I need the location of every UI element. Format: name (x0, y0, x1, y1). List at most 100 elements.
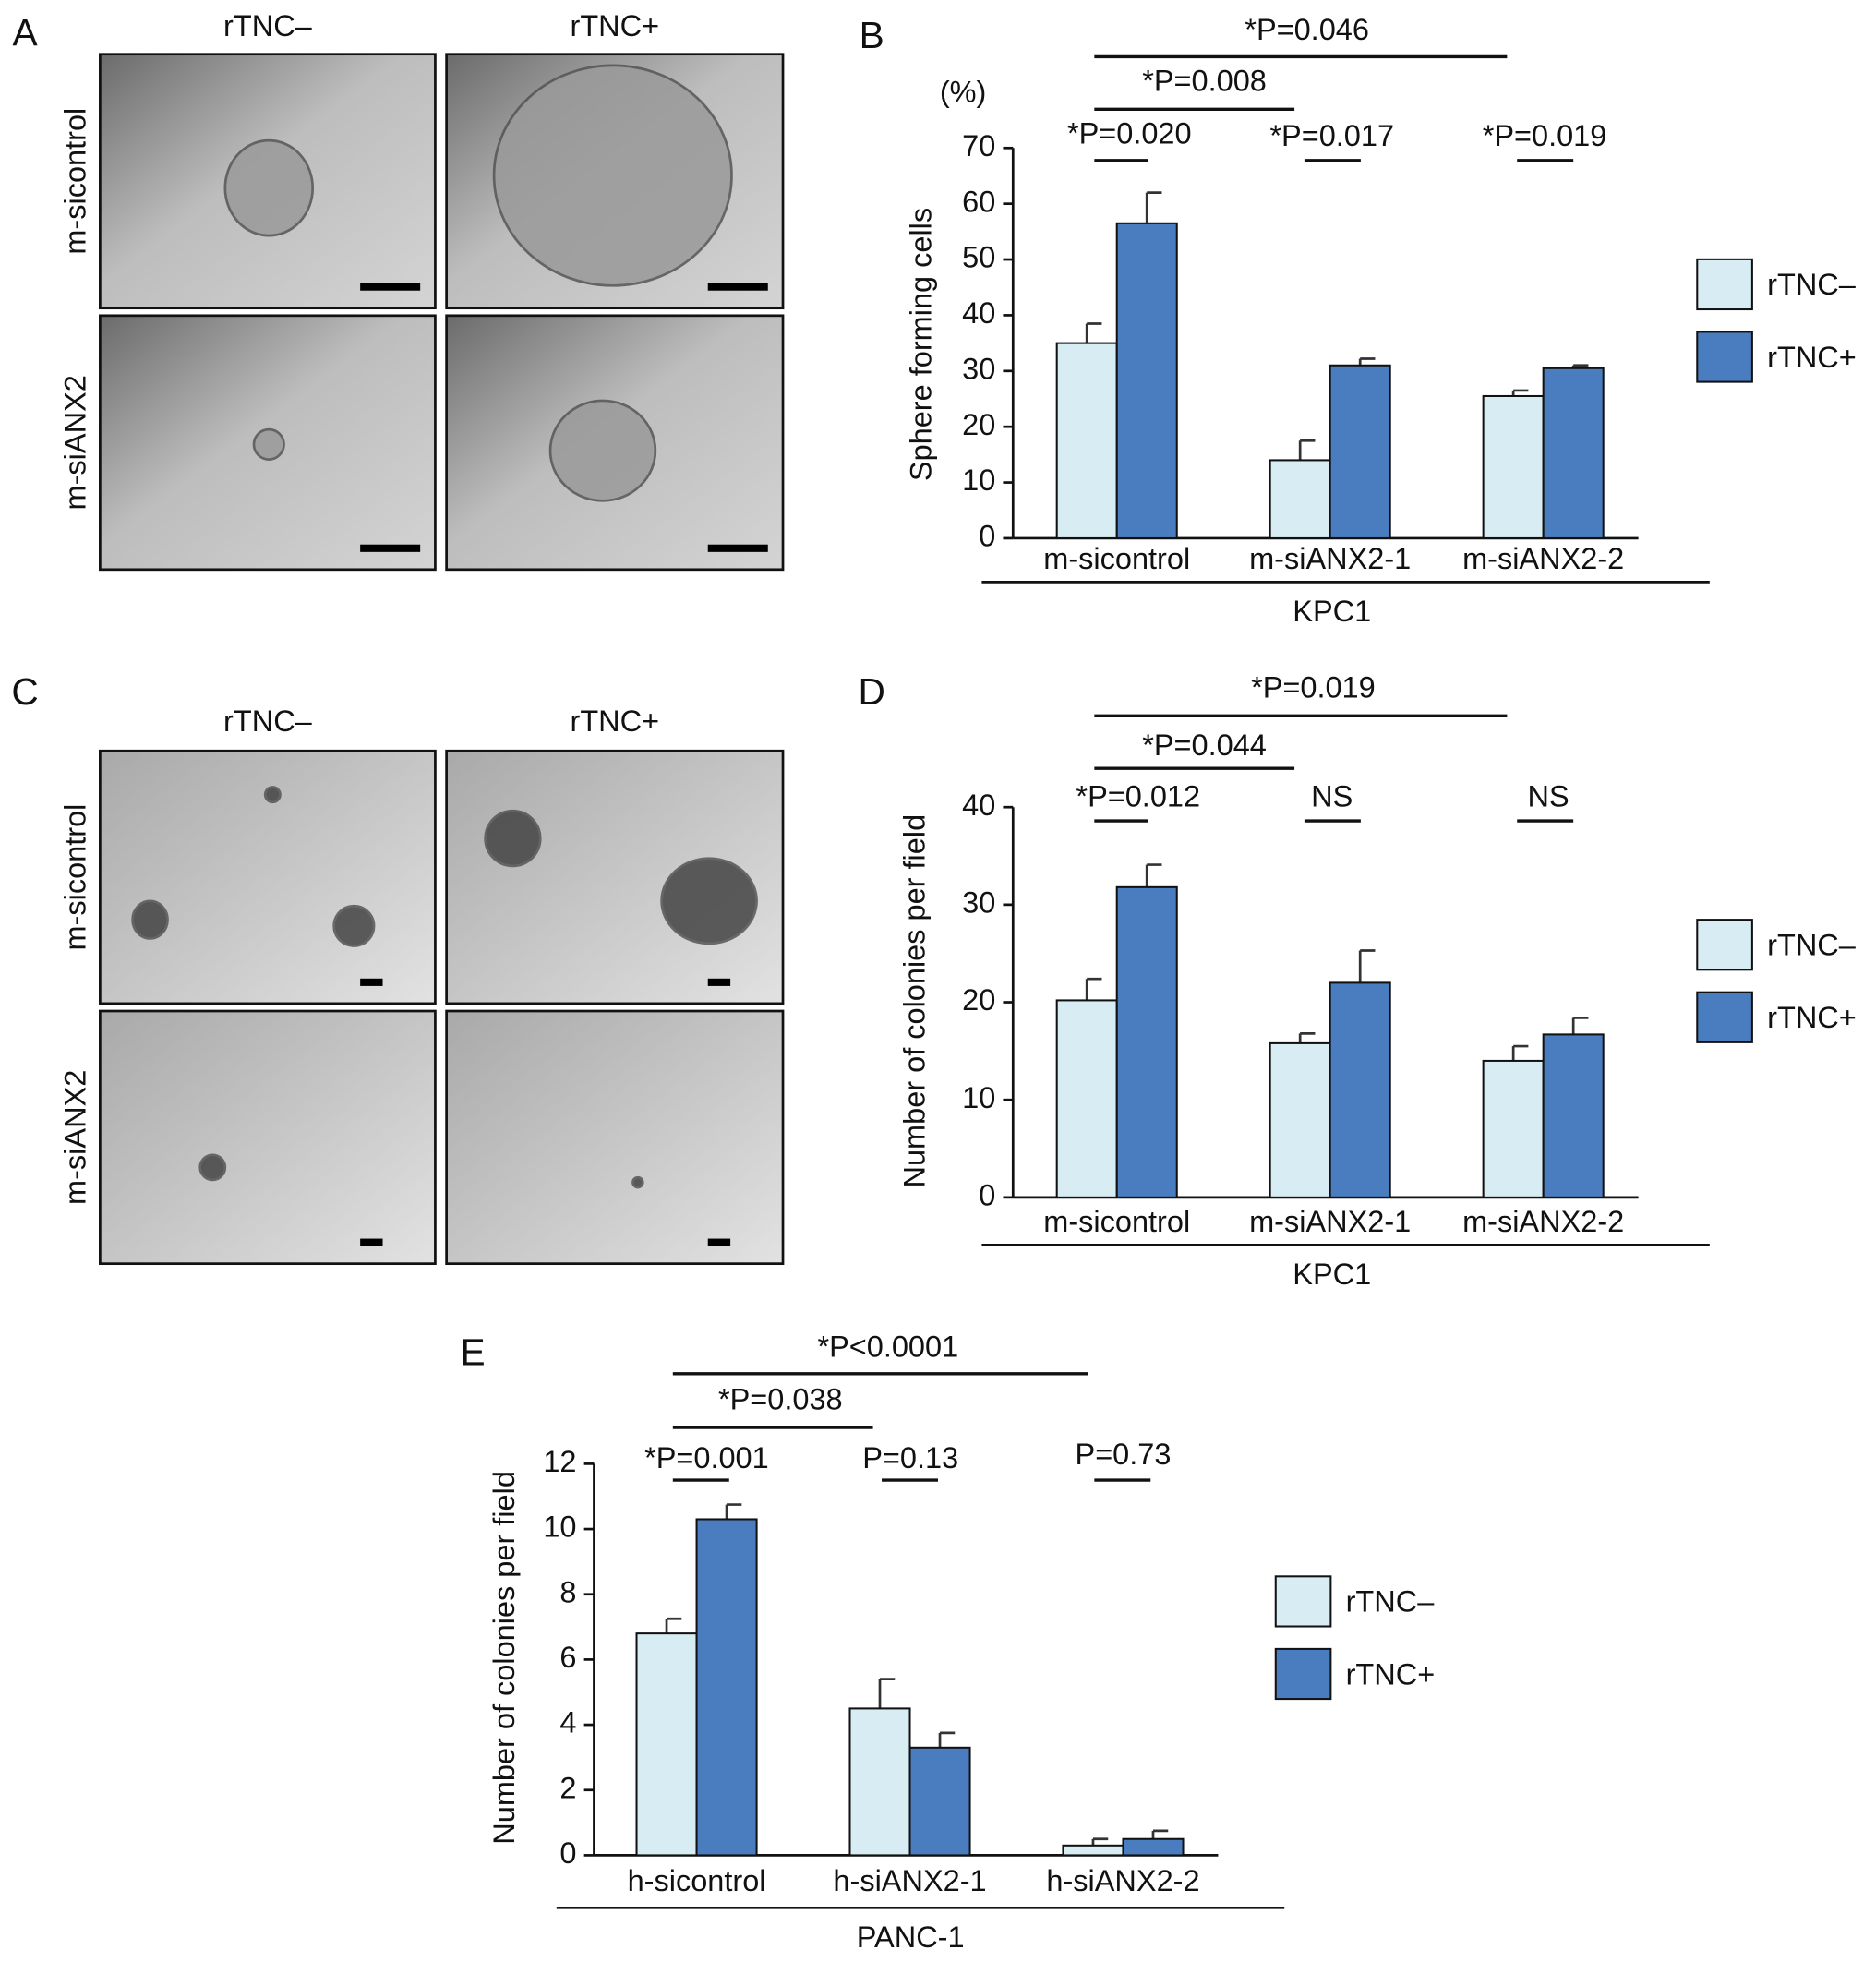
scale-bar (707, 1238, 731, 1246)
y-tick-label: 20 (962, 408, 995, 441)
bar (1269, 459, 1331, 539)
x-tick-label: m-siANX2-1 (1249, 1205, 1411, 1238)
y-tick-label: 12 (543, 1445, 576, 1478)
legend-swatch (1274, 1575, 1332, 1628)
x-tick-label: h-sicontrol (628, 1864, 766, 1897)
y-tick-label: 6 (559, 1641, 576, 1674)
group-label: PANC-1 (857, 1920, 965, 1954)
scale-bar (360, 283, 421, 291)
bar (1542, 1033, 1605, 1198)
micrograph (99, 1009, 437, 1266)
significance-label: P=0.73 (1076, 1438, 1172, 1471)
scale-bar (707, 544, 768, 552)
legend-label: rTNC+ (1767, 341, 1857, 374)
significance-label: *P=0.019 (1483, 119, 1607, 152)
sphere (548, 399, 657, 502)
y-tick-label: 2 (559, 1771, 576, 1804)
column-label: rTNC+ (571, 704, 660, 738)
unit-label: (%) (940, 76, 987, 109)
row-label: m-siANX2 (59, 375, 92, 510)
significance-label: *P=0.012 (1076, 779, 1200, 812)
sphere (332, 904, 376, 947)
bar (848, 1707, 911, 1857)
bar (1329, 364, 1391, 539)
x-tick-label: m-siANX2-2 (1462, 542, 1624, 575)
legend-label: rTNC– (1767, 268, 1857, 301)
y-axis-label: Sphere forming cells (904, 208, 937, 481)
bar (1329, 981, 1391, 1198)
scale-bar (707, 978, 731, 986)
bar (1482, 1059, 1545, 1198)
panel-letter: E (461, 1330, 486, 1373)
legend-label: rTNC+ (1346, 1657, 1436, 1691)
group-label: KPC1 (1293, 1258, 1371, 1291)
legend-swatch (1274, 1647, 1332, 1701)
sphere (131, 899, 169, 940)
scale-bar (360, 978, 383, 986)
significance-label: *P=0.044 (1142, 728, 1267, 762)
bar (1269, 1041, 1331, 1198)
significance-label: *P<0.0001 (817, 1330, 958, 1363)
bar (908, 1746, 971, 1857)
scale-bar (360, 1238, 383, 1246)
group-label: KPC1 (1293, 595, 1371, 628)
y-axis-label: Number of colonies per field (898, 814, 932, 1188)
legend-swatch (1696, 991, 1753, 1043)
row-label: m-sicontrol (59, 804, 92, 951)
scale-bar (707, 283, 768, 291)
y-tick-label: 40 (962, 788, 995, 822)
significance-label: *P=0.038 (718, 1382, 843, 1415)
row-label: m-sicontrol (59, 108, 92, 255)
significance-label: NS (1311, 779, 1353, 812)
bar (1482, 394, 1545, 539)
panel-letter: A (13, 11, 39, 54)
y-tick-label: 70 (962, 129, 995, 162)
bar (635, 1632, 698, 1857)
column-label: rTNC– (223, 9, 313, 42)
bar (1542, 367, 1605, 539)
sphere (252, 427, 285, 461)
sphere (484, 809, 542, 868)
y-tick-label: 30 (962, 885, 995, 919)
row-label: m-siANX2 (59, 1070, 92, 1205)
y-tick-label: 0 (559, 1836, 576, 1870)
y-axis-label: Number of colonies per field (487, 1471, 521, 1845)
bar (1055, 342, 1118, 539)
y-tick-label: 10 (962, 463, 995, 497)
x-tick-label: m-sicontrol (1043, 542, 1190, 575)
panel-letter: C (11, 670, 38, 713)
x-tick-label: h-siANX2-2 (1046, 1864, 1199, 1897)
x-tick-label: h-siANX2-1 (833, 1864, 986, 1897)
scale-bar (360, 544, 421, 552)
bar (695, 1518, 758, 1857)
legend-label: rTNC+ (1767, 1001, 1857, 1034)
panel-letter: B (860, 14, 884, 56)
bar (1062, 1844, 1124, 1857)
x-tick-label: m-siANX2-2 (1462, 1205, 1624, 1238)
y-tick-label: 8 (559, 1575, 576, 1608)
y-tick-label: 10 (543, 1511, 576, 1544)
significance-label: *P=0.001 (644, 1441, 769, 1475)
significance-label: P=0.13 (862, 1441, 958, 1475)
legend-label: rTNC– (1346, 1585, 1436, 1619)
sphere (492, 64, 733, 287)
significance-label: *P=0.019 (1251, 670, 1376, 704)
legend-swatch (1696, 331, 1753, 383)
bar (1055, 999, 1118, 1198)
y-tick-label: 60 (962, 185, 995, 218)
sphere (198, 1153, 227, 1182)
y-tick-label: 20 (962, 983, 995, 1017)
panel-letter: D (859, 670, 885, 713)
legend-swatch (1696, 258, 1753, 311)
x-tick-label: m-siANX2-1 (1249, 542, 1411, 575)
y-tick-label: 40 (962, 296, 995, 330)
bar (1122, 1837, 1185, 1857)
y-tick-label: 0 (979, 1178, 995, 1211)
significance-label: *P=0.017 (1269, 119, 1394, 152)
significance-label: *P=0.046 (1245, 13, 1369, 46)
sphere (263, 786, 282, 804)
significance-label: *P=0.008 (1142, 64, 1267, 97)
y-tick-label: 0 (979, 520, 995, 553)
